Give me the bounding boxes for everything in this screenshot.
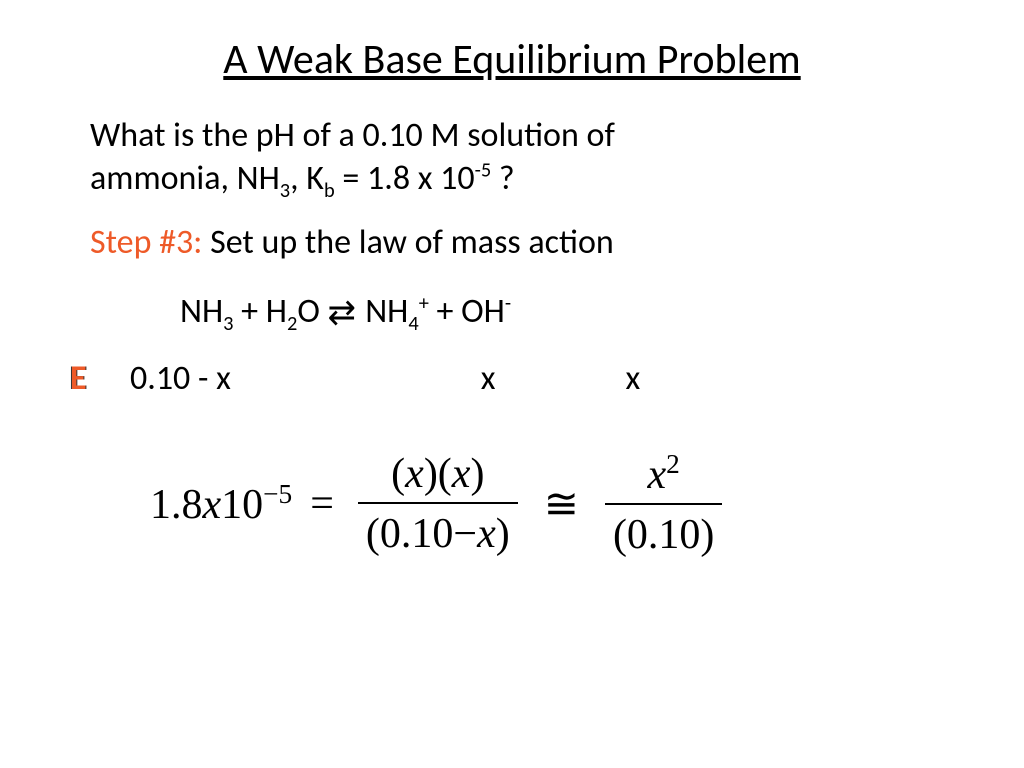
step-label: Step #3:	[90, 222, 202, 263]
nh4-charge: +	[419, 291, 429, 315]
step-text: Set up the law of mass action	[202, 222, 613, 263]
approx-sign: ≅	[544, 479, 579, 529]
h2o-subscript: 2	[287, 312, 297, 336]
lhs-exp: −5	[263, 479, 292, 509]
slide-content: What is the pH of a 0.10 M solution of a…	[0, 85, 1024, 559]
ice-e-label: E	[70, 358, 87, 399]
n1-x1: x	[405, 451, 424, 497]
nh3-subscript: 3	[223, 312, 233, 336]
numerator-2: x2	[640, 449, 688, 503]
q-end: ?	[491, 158, 514, 199]
lhs-base: 10	[221, 482, 263, 528]
lhs-coeff: 1.8	[150, 482, 203, 528]
plus-h2o: + H	[233, 291, 287, 332]
q-line1: What is the pH of a 0.10 M solution of	[90, 115, 615, 156]
step-heading: Step #3: Set up the law of mass action	[90, 222, 954, 263]
kb-eq: = 1.8 x 10	[335, 158, 475, 199]
ice-v2: x	[481, 358, 496, 399]
n2-x: x	[648, 452, 667, 498]
n1-close: )	[470, 451, 484, 497]
h2o-end: O	[297, 291, 327, 332]
numerator-1: (x)(x)	[383, 450, 492, 502]
nh4-subscript: 4	[408, 312, 418, 336]
kb-sub: b	[324, 178, 335, 202]
equilibrium-arrow-icon: ⇄	[328, 293, 358, 334]
kb-exp: -5	[475, 158, 492, 182]
d1-x: x	[477, 511, 496, 557]
plus-oh: + OH	[429, 291, 505, 332]
denominator-2: (0.10)	[605, 503, 722, 559]
ice-v3: x	[626, 358, 641, 399]
fraction-1: (x)(x) (0.10−x)	[358, 450, 518, 558]
q-line2a: ammonia, NH	[90, 158, 280, 199]
oh-charge: -	[505, 291, 511, 315]
d1-minus: −	[453, 511, 477, 557]
kb-pre: , K	[290, 158, 324, 199]
lhs: 1.8x10−5	[150, 479, 292, 529]
fraction-2: x2 (0.10)	[605, 449, 722, 559]
equals-sign: =	[310, 480, 334, 528]
ice-v1: 0.10 - x	[130, 358, 231, 399]
ice-equilibrium-row: E 0.10 - xxx	[90, 358, 954, 399]
ice-values: 0.10 - x x x	[90, 358, 640, 399]
n1-x2: x	[452, 451, 471, 497]
d1-close: )	[496, 511, 510, 557]
denominator-1: (0.10−x)	[358, 502, 518, 558]
slide-title: A Weak Base Equilibrium Problem	[0, 0, 1024, 85]
n1-open: (	[391, 451, 405, 497]
problem-statement: What is the pH of a 0.10 M solution of a…	[90, 115, 954, 204]
chemical-equation: NH3 + H2O ⇄ NH4+ + OH-	[90, 291, 954, 336]
mass-action-equation: 1.8x10−5 = (x)(x) (0.10−x) ≅ x2 (0.10)	[90, 449, 954, 559]
product-nh4: NH	[358, 291, 409, 332]
n2-exp: 2	[666, 449, 680, 479]
reactant-nh3: NH	[180, 291, 223, 332]
lhs-x: x	[203, 482, 222, 528]
d1-open: (0.10	[366, 511, 454, 557]
n1-mid: )(	[424, 451, 452, 497]
nh3-sub: 3	[280, 178, 290, 202]
